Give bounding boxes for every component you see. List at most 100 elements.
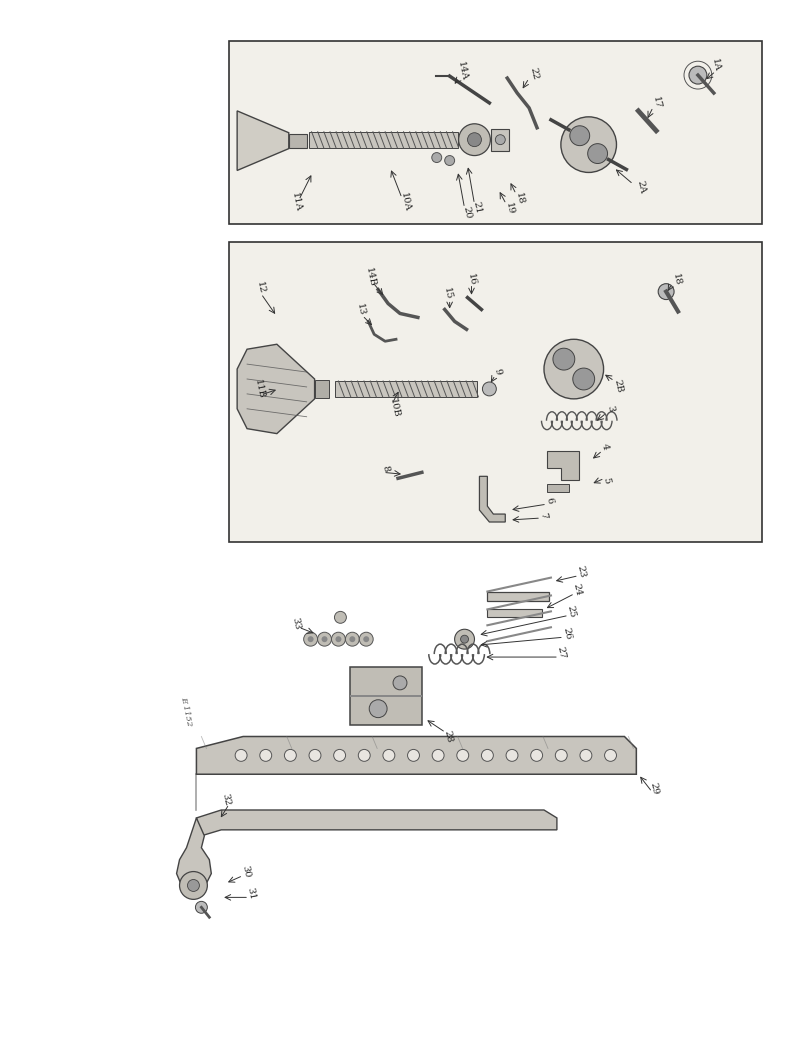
Circle shape — [187, 880, 199, 891]
Circle shape — [458, 123, 490, 156]
Bar — [487, 609, 542, 618]
Text: 22: 22 — [528, 66, 540, 80]
Bar — [229, 42, 762, 224]
Text: 25: 25 — [565, 604, 577, 619]
Circle shape — [346, 632, 359, 646]
Circle shape — [454, 629, 474, 649]
Text: 24: 24 — [571, 582, 582, 597]
Text: 11B: 11B — [253, 378, 266, 399]
Circle shape — [689, 66, 707, 84]
Text: 27: 27 — [555, 646, 566, 660]
Circle shape — [530, 749, 542, 762]
Polygon shape — [197, 737, 636, 774]
Text: 13: 13 — [354, 302, 366, 317]
Text: 8: 8 — [380, 464, 390, 472]
Bar — [289, 134, 306, 147]
Text: 19: 19 — [503, 202, 515, 215]
Circle shape — [334, 749, 346, 762]
Text: 1A: 1A — [710, 57, 722, 72]
Circle shape — [359, 632, 373, 646]
Text: 9: 9 — [492, 367, 502, 375]
Text: 20: 20 — [462, 205, 474, 219]
Bar — [487, 591, 549, 602]
Text: 18: 18 — [670, 273, 682, 286]
Text: 23: 23 — [575, 564, 586, 579]
Circle shape — [318, 632, 331, 646]
Text: 15: 15 — [442, 286, 454, 301]
Text: 3: 3 — [606, 404, 615, 413]
Polygon shape — [237, 344, 314, 434]
Circle shape — [322, 636, 327, 643]
Bar — [547, 484, 569, 492]
Polygon shape — [237, 111, 289, 170]
Text: 11A: 11A — [290, 192, 303, 213]
Text: 10B: 10B — [387, 397, 401, 418]
Text: 17: 17 — [650, 96, 662, 110]
Circle shape — [407, 749, 419, 762]
Circle shape — [553, 348, 574, 370]
Circle shape — [573, 368, 594, 390]
Text: 14A: 14A — [456, 61, 469, 82]
Circle shape — [260, 749, 272, 762]
Text: 2A: 2A — [635, 180, 647, 194]
Text: 31: 31 — [246, 886, 257, 901]
Text: 33: 33 — [290, 617, 302, 630]
Text: 4: 4 — [599, 442, 610, 450]
Text: 2B: 2B — [613, 378, 624, 394]
Circle shape — [432, 153, 442, 163]
Text: 29: 29 — [649, 782, 660, 795]
Bar — [229, 242, 762, 542]
Polygon shape — [197, 810, 557, 836]
Bar — [335, 381, 478, 397]
Circle shape — [363, 636, 370, 643]
Circle shape — [570, 125, 590, 145]
Circle shape — [179, 872, 207, 900]
Circle shape — [432, 749, 444, 762]
Circle shape — [506, 749, 518, 762]
Text: 26: 26 — [561, 626, 573, 641]
Circle shape — [605, 749, 617, 762]
Circle shape — [370, 700, 387, 718]
Text: 10A: 10A — [398, 192, 411, 212]
Circle shape — [331, 632, 346, 646]
Bar — [309, 132, 458, 147]
Text: 6: 6 — [544, 496, 554, 504]
Circle shape — [482, 749, 494, 762]
Circle shape — [580, 749, 592, 762]
Text: 32: 32 — [221, 793, 232, 807]
Bar — [491, 129, 510, 150]
Text: 21: 21 — [472, 201, 483, 214]
Circle shape — [335, 636, 342, 643]
Circle shape — [334, 611, 346, 623]
Text: 16: 16 — [466, 273, 477, 286]
Circle shape — [555, 749, 567, 762]
Circle shape — [482, 382, 496, 396]
Text: 12: 12 — [255, 281, 266, 295]
Polygon shape — [547, 450, 578, 481]
Text: 7: 7 — [538, 511, 548, 519]
Circle shape — [461, 635, 469, 643]
Polygon shape — [177, 818, 211, 889]
Circle shape — [350, 636, 355, 643]
Circle shape — [393, 676, 407, 690]
Circle shape — [383, 749, 395, 762]
Circle shape — [195, 902, 207, 913]
Circle shape — [445, 156, 454, 165]
Circle shape — [308, 636, 314, 643]
Circle shape — [544, 340, 603, 399]
Circle shape — [495, 135, 506, 144]
Text: E 1152: E 1152 — [179, 695, 194, 726]
Circle shape — [304, 632, 318, 646]
Circle shape — [235, 749, 247, 762]
Polygon shape — [479, 477, 506, 522]
Bar — [350, 695, 422, 697]
Circle shape — [285, 749, 296, 762]
Circle shape — [658, 283, 674, 300]
Circle shape — [309, 749, 321, 762]
Circle shape — [457, 749, 469, 762]
Text: 18: 18 — [514, 191, 525, 205]
Text: 14B: 14B — [364, 266, 377, 287]
Text: 30: 30 — [240, 864, 252, 879]
Bar — [350, 667, 422, 724]
Circle shape — [561, 117, 617, 172]
